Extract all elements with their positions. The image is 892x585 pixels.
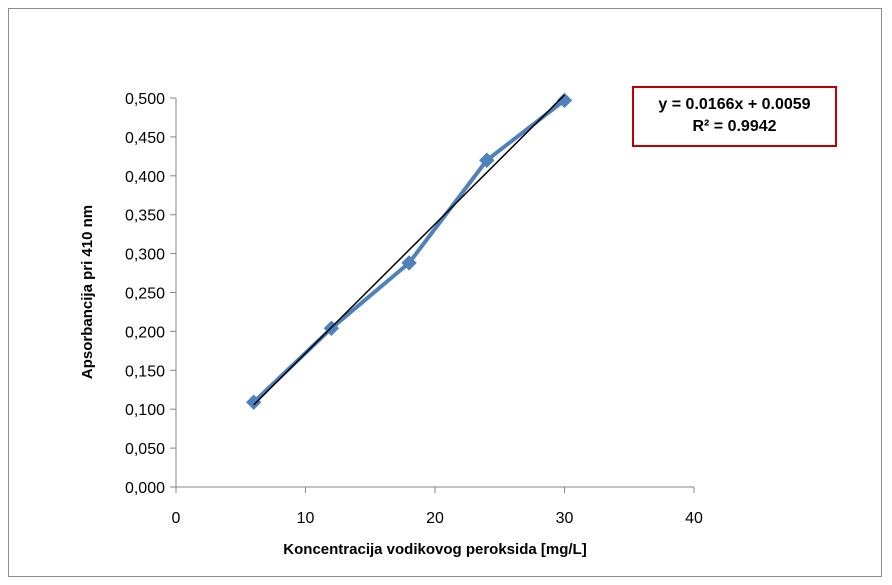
ticks: 0,000 0,050 0,100 0,150 0,200 0,250 0,300 0,350… (125, 91, 703, 527)
x-tick-label: 40 (685, 510, 703, 527)
y-tick-label: 0,500 (125, 91, 165, 108)
x-tick-label: 10 (297, 510, 315, 527)
y-tick-label: 0,050 (125, 441, 165, 458)
data-point-marker (401, 255, 417, 271)
linear-trendline (253, 94, 566, 406)
y-tick-label: 0,200 (125, 324, 165, 341)
y-tick-label: 0,400 (125, 169, 165, 186)
y-axis-title: Apsorbancija pri 410 nm (79, 205, 96, 379)
y-tick-label: 0,450 (125, 130, 165, 147)
data-point-marker (556, 92, 573, 109)
trendline-group (253, 94, 566, 406)
axes (175, 98, 694, 488)
x-axis-title: Koncentracija vodikovog peroksida [mg/L] (283, 541, 586, 558)
x-tick-label: 30 (556, 510, 574, 527)
y-tick-label: 0,100 (125, 402, 165, 419)
y-tick-label: 0,350 (125, 208, 165, 225)
x-tick-label: 0 (172, 510, 181, 527)
data-point-marker (479, 152, 495, 168)
y-tick-label: 0,150 (125, 363, 165, 380)
y-tick-label: 0,250 (125, 286, 165, 303)
y-tick-label: 0,300 (125, 247, 165, 264)
series-line (252, 98, 566, 404)
y-tick-label: 0,000 (125, 480, 165, 497)
trendline-equation-box: y = 0.0166x + 0.0059 R² = 0.9942 (632, 86, 837, 147)
x-tick-label: 20 (426, 510, 444, 527)
trendline-equation: y = 0.0166x + 0.0059 (658, 96, 811, 113)
series-group (245, 92, 573, 410)
r-squared-label: R² = 0.9942 (692, 118, 777, 135)
